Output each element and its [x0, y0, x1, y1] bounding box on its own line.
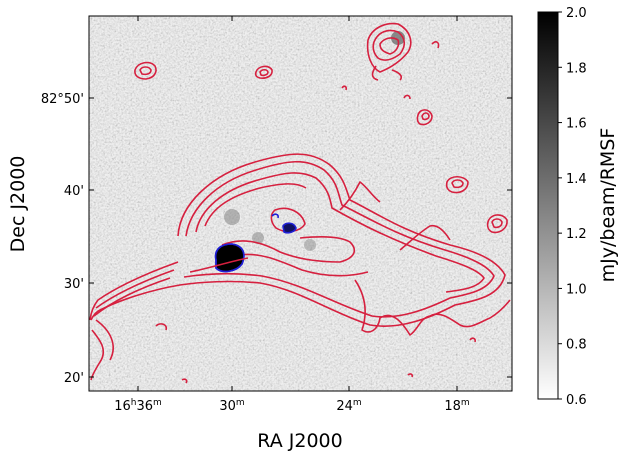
x-axis-title: RA J2000	[257, 430, 342, 452]
colorbar-tick-label: 0.6	[566, 393, 587, 408]
colorbar-tick-label: 1.2	[566, 227, 587, 242]
noise-texture	[89, 16, 512, 391]
colorbar-gradient	[537, 11, 559, 400]
colorbar-label: mJy/beam/RMSF	[597, 128, 619, 283]
red-contours-over-source	[189, 257, 249, 273]
colorbar-tick-label: 1.0	[566, 282, 587, 297]
colorbar-tick-label: 1.8	[566, 61, 587, 76]
y-tick-label: 40'	[64, 184, 84, 199]
y-tick-label: 82°50'	[41, 92, 84, 107]
colorbar-tick-label: 1.4	[566, 172, 587, 187]
x-tick-label: 18m	[444, 398, 469, 414]
plot-frame	[88, 15, 513, 392]
y-tick-label: 20'	[64, 371, 84, 386]
y-axis: 82°50' 40' 30' 20'	[41, 92, 512, 386]
red-contours	[89, 22, 511, 384]
y-axis-title: Dec J2000	[7, 156, 29, 253]
x-axis: 16h36m 30m 24m 18m	[114, 16, 470, 414]
colorbar-tick-label: 1.6	[566, 117, 587, 132]
colorbar-tick-label: 2.0	[566, 6, 587, 21]
x-tick-label: 30m	[219, 398, 244, 414]
colorbar: 2.0 1.8 1.6 1.4 1.2 1.0 0.8 0.6 mJy/beam/RMSF	[537, 6, 619, 408]
x-tick-label: 16h36m	[114, 398, 162, 414]
y-tick-label: 30'	[64, 277, 84, 292]
image-panel	[89, 16, 512, 391]
x-tick-label: 24m	[336, 398, 361, 414]
colorbar-tick-label: 0.8	[566, 338, 587, 353]
colorbar-ticks: 2.0 1.8 1.6 1.4 1.2 1.0 0.8 0.6	[558, 6, 587, 408]
